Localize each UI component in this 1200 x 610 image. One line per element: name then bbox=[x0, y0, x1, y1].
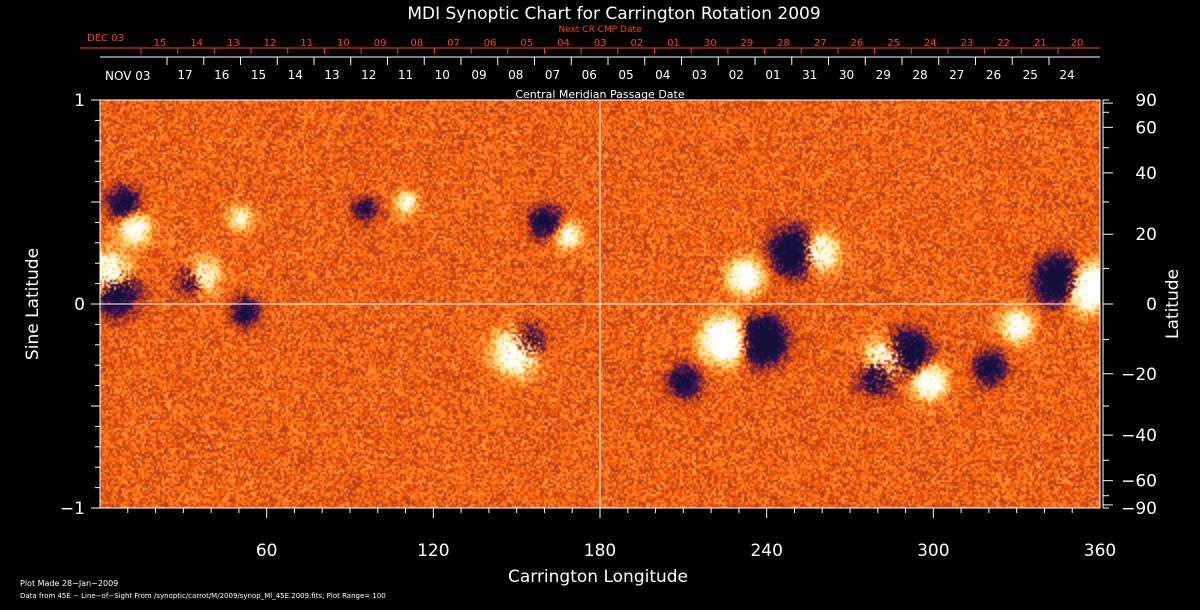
y-axis-label-left: Sine Latitude bbox=[23, 248, 43, 360]
second-axis-tick-label: 10 bbox=[435, 68, 450, 82]
right-axis-tick-label: 90 bbox=[1135, 91, 1157, 111]
left-axis-tick-label: 1 bbox=[74, 91, 85, 111]
top-axis-tick-label: 22 bbox=[997, 38, 1010, 49]
x-axis-ticks: 60 120 180 240 300 360 bbox=[127, 508, 1116, 561]
top-axis-tick-label: 02 bbox=[630, 38, 643, 49]
x-axis-tick-label: 180 bbox=[584, 541, 616, 561]
second-axis-tick-label: 11 bbox=[398, 68, 413, 82]
left-axis-tick-label: 0 bbox=[74, 295, 85, 315]
second-axis-tick-label: 26 bbox=[986, 68, 1001, 82]
second-axis-tick-label: 05 bbox=[618, 68, 633, 82]
chart-title: MDI Synoptic Chart for Carrington Rotati… bbox=[407, 4, 820, 24]
top-axis-tick-label: 04 bbox=[557, 38, 570, 49]
right-axis-tick-label: 0 bbox=[1146, 295, 1157, 315]
plot-made-text: Plot Made 28−Jan−2009 bbox=[20, 579, 119, 588]
second-axis-tick-label: 09 bbox=[471, 68, 486, 82]
top-axis-tick-label: 10 bbox=[337, 38, 350, 49]
top-axis-tick-label: 13 bbox=[227, 38, 240, 49]
second-axis-tick-label: 14 bbox=[288, 68, 303, 82]
right-axis-tick-label: 20 bbox=[1135, 225, 1157, 245]
second-axis-tick-label: 03 bbox=[692, 68, 707, 82]
second-axis-tick-label: 30 bbox=[839, 68, 854, 82]
top-axis-tick-label: 15 bbox=[154, 38, 167, 49]
second-axis-tick-label: 02 bbox=[729, 68, 744, 82]
top-axis-tick-label: 11 bbox=[300, 38, 313, 49]
second-axis-tick-label: 29 bbox=[876, 68, 891, 82]
second-axis-tick-label: 06 bbox=[582, 68, 597, 82]
top-axis-label: Next CR CMP Date bbox=[558, 25, 642, 35]
second-axis-tick-label: 04 bbox=[655, 68, 670, 82]
second-axis-tick-label: 27 bbox=[949, 68, 964, 82]
second-axis-month: NOV 03 bbox=[105, 69, 151, 83]
right-axis-tick-label: 60 bbox=[1135, 118, 1157, 138]
top-axis-tick-label: 12 bbox=[264, 38, 277, 49]
data-source-text: Data from 45E − Line−of−Sight From /syno… bbox=[20, 592, 386, 600]
top-axis-tick-label: 14 bbox=[190, 38, 203, 49]
top-axis-tick-label: 06 bbox=[484, 38, 497, 49]
right-axis-tick-label: −60 bbox=[1121, 472, 1157, 492]
second-axis-ticks: 17 16 15 14 13 12 11 10 09 08 07 06 05 04 03 02 01 31 30 29… bbox=[100, 56, 1100, 82]
right-axis-tick-label: −90 bbox=[1121, 499, 1157, 519]
x-axis-label: Carrington Longitude bbox=[508, 567, 688, 587]
second-axis-tick-label: 25 bbox=[1023, 68, 1038, 82]
second-axis-tick-label: 13 bbox=[324, 68, 339, 82]
second-axis-tick-label: 15 bbox=[251, 68, 266, 82]
right-axis-tick-label: −20 bbox=[1121, 365, 1157, 385]
top-axis-tick-label: 03 bbox=[594, 38, 607, 49]
x-axis-tick-label: 120 bbox=[417, 541, 449, 561]
top-axis-ticks: 15 14 13 12 11 10 09 08 07 06 05 04 03 02 01 30 29 28 27 26… bbox=[80, 38, 1100, 54]
x-axis-tick-label: 300 bbox=[917, 541, 949, 561]
top-axis-tick-label: 28 bbox=[777, 38, 790, 49]
left-axis-tick-label: −1 bbox=[60, 499, 85, 519]
second-axis-tick-label: 12 bbox=[361, 68, 376, 82]
second-axis-tick-label: 08 bbox=[508, 68, 523, 82]
top-axis-tick-label: 07 bbox=[447, 38, 460, 49]
top-axis-tick-label: 05 bbox=[520, 38, 533, 49]
second-axis-label: Central Meridian Passage Date bbox=[515, 88, 684, 101]
top-axis-tick-label: 08 bbox=[410, 38, 423, 49]
top-axis-tick-label: 29 bbox=[741, 38, 754, 49]
left-axis-ticks: 1 0 −1 bbox=[60, 91, 100, 519]
plot-area bbox=[99, 99, 1101, 509]
second-axis-tick-label: 01 bbox=[765, 68, 780, 82]
second-axis-tick-label: 24 bbox=[1059, 68, 1074, 82]
second-axis-tick-label: 17 bbox=[177, 68, 192, 82]
right-axis-tick-label: 40 bbox=[1135, 164, 1157, 184]
x-axis-tick-label: 60 bbox=[256, 541, 278, 561]
top-axis-tick-label: 21 bbox=[1034, 38, 1047, 49]
top-axis-tick-label: 24 bbox=[924, 38, 937, 49]
top-axis-tick-label: 30 bbox=[704, 38, 717, 49]
top-axis-tick-label: 01 bbox=[667, 38, 680, 49]
top-axis-tick-label: 20 bbox=[1071, 38, 1084, 49]
top-axis-tick-label: 09 bbox=[374, 38, 387, 49]
second-axis-tick-label: 28 bbox=[912, 68, 927, 82]
right-axis-tick-label: −40 bbox=[1121, 426, 1157, 446]
y-axis-label-right: Latitude bbox=[1163, 269, 1183, 339]
second-axis-tick-label: 16 bbox=[214, 68, 229, 82]
second-axis-tick-label: 07 bbox=[545, 68, 560, 82]
top-axis-tick-label: 23 bbox=[961, 38, 974, 49]
top-axis-tick-label: 25 bbox=[887, 38, 900, 49]
top-axis-month: DEC 03 bbox=[87, 33, 124, 44]
x-axis-tick-label: 240 bbox=[750, 541, 782, 561]
second-axis-tick-label: 31 bbox=[802, 68, 817, 82]
top-axis-tick-label: 27 bbox=[814, 38, 827, 49]
x-axis-tick-label: 360 bbox=[1084, 541, 1116, 561]
right-axis-ticks: 90 60 40 20 0 −20 −40 −60 −90 bbox=[1102, 91, 1157, 519]
top-axis-tick-label: 26 bbox=[851, 38, 864, 49]
